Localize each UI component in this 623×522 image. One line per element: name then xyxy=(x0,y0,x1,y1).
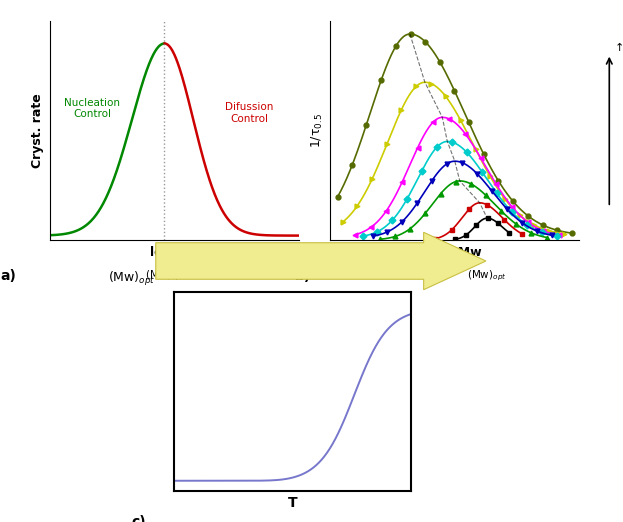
Text: ↑Tc: ↑Tc xyxy=(614,43,623,53)
Polygon shape xyxy=(156,232,486,290)
X-axis label: Log Mw: Log Mw xyxy=(428,246,482,259)
X-axis label: T: T xyxy=(288,496,298,510)
Text: Difussion
Control: Difussion Control xyxy=(225,102,273,124)
Text: a): a) xyxy=(0,269,16,282)
Text: c): c) xyxy=(132,515,146,522)
Y-axis label: Cryst. rate: Cryst. rate xyxy=(31,93,44,168)
Text: (Mw)$_{opt}$: (Mw)$_{opt}$ xyxy=(467,269,507,283)
Text: (Mw)$_{opt}$: (Mw)$_{opt}$ xyxy=(108,270,156,288)
Text: b): b) xyxy=(295,269,312,282)
Text: Nucleation
Control: Nucleation Control xyxy=(64,98,120,120)
Text: (Mw)$_{opt}$: (Mw)$_{opt}$ xyxy=(145,269,184,283)
X-axis label: log Mw: log Mw xyxy=(150,246,199,259)
Y-axis label: 1/τ$_{0.5}$: 1/τ$_{0.5}$ xyxy=(310,113,325,148)
